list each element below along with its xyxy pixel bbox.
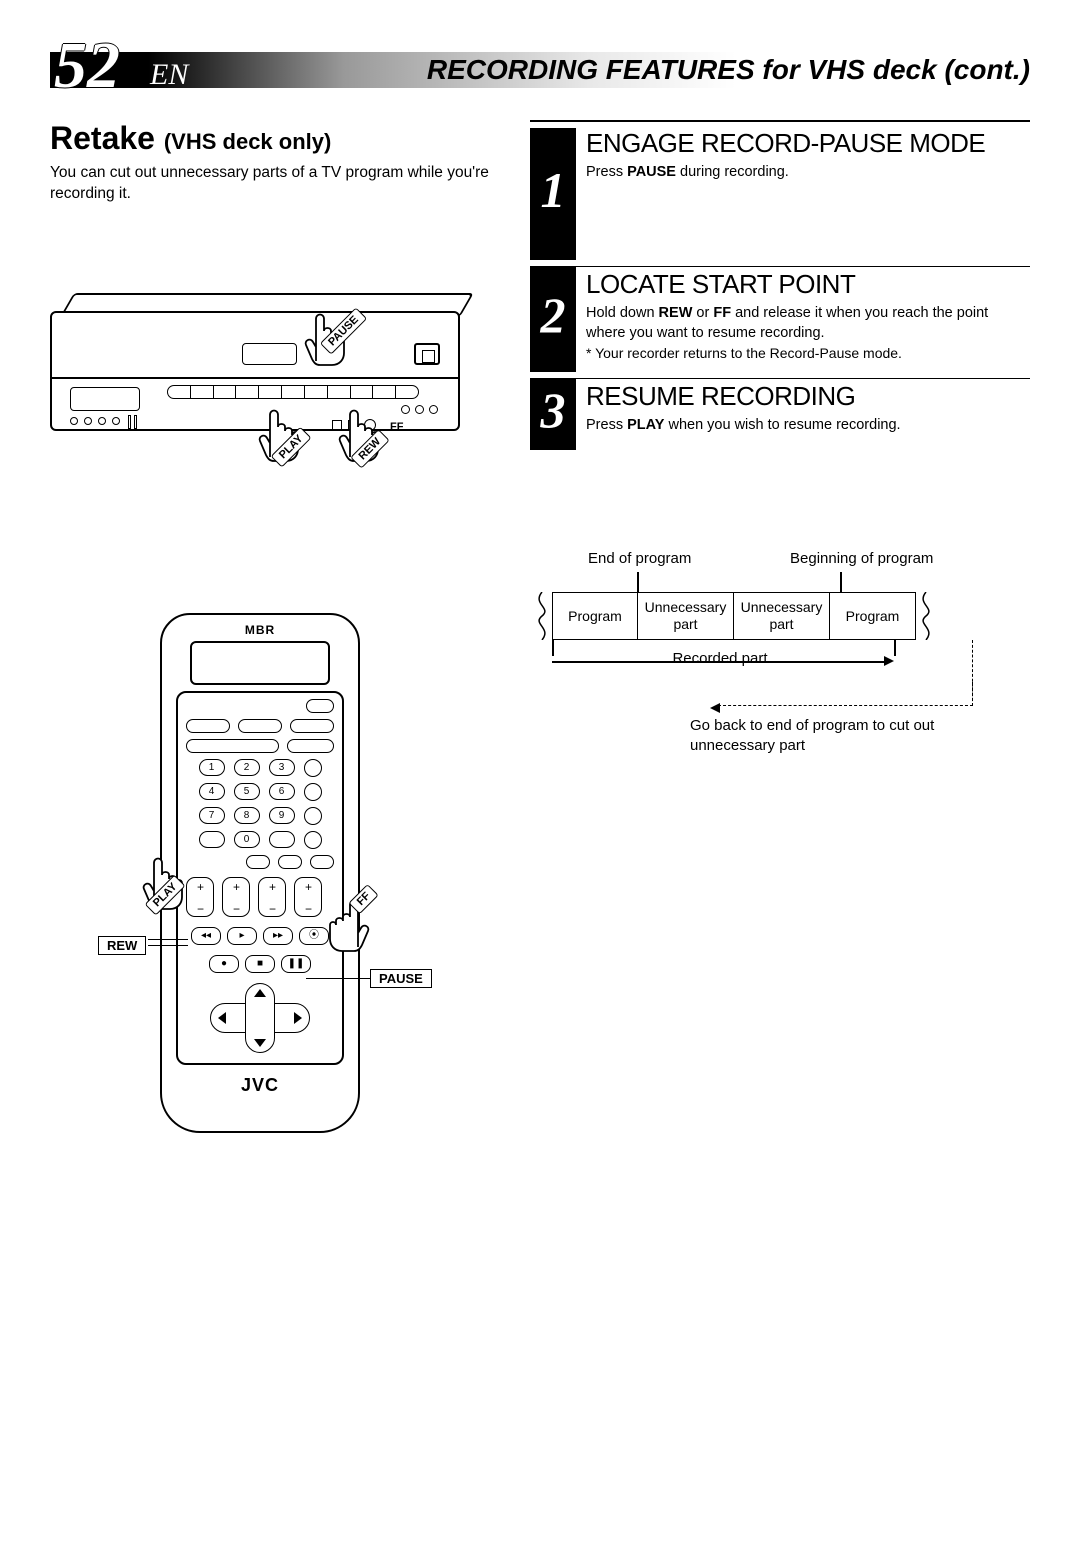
- step-note: * Your recorder returns to the Record-Pa…: [586, 345, 1030, 361]
- timeline-recorded-label: Recorded part: [570, 650, 870, 667]
- vcr-illustration: FF PAUSE PLAY REW: [50, 293, 480, 483]
- page-number: 52: [54, 28, 120, 104]
- step-text: Hold down REW or FF and release it when …: [586, 304, 1030, 343]
- intro-text: You can cut out unnecessary parts of a T…: [50, 163, 502, 205]
- left-column: Retake (VHS deck only) You can cut out u…: [50, 120, 502, 1173]
- step-2: 2 LOCATE START POINT Hold down REW or FF…: [530, 266, 1030, 372]
- remote-jvc-logo: JVC: [162, 1075, 358, 1096]
- timeline-cell: Unnecessary part: [638, 592, 734, 640]
- remote-rew-label: REW: [98, 936, 146, 955]
- timeline-cell: Program: [830, 592, 916, 640]
- remote-play-button: ▸: [227, 927, 257, 945]
- timeline-cell: Unnecessary part: [734, 592, 830, 640]
- timeline-wave-left-icon: [530, 592, 552, 640]
- page-header: 52 EN RECORDING FEATURES for VHS deck (c…: [50, 30, 1030, 102]
- section-title-main: Retake: [50, 120, 155, 156]
- vcr-ff-label: FF: [390, 421, 403, 433]
- step-title: LOCATE START POINT: [586, 269, 1030, 300]
- remote-pause-label: PAUSE: [370, 969, 432, 988]
- header-title: RECORDING FEATURES for VHS deck (cont.): [427, 54, 1030, 86]
- step-text: Press PAUSE during recording.: [586, 163, 1030, 183]
- step-number: 2: [530, 266, 576, 372]
- lang-label: EN: [150, 58, 188, 92]
- remote-pause-button: ❚❚: [281, 955, 311, 973]
- timeline-goback-label: Go back to end of program to cut out unn…: [690, 716, 980, 755]
- timeline-beg-label: Beginning of program: [790, 550, 933, 567]
- remote-illustration: MBR 123 456 789 0 ◂◂ ▸ ▸▸ ⦿: [50, 613, 480, 1173]
- timeline-diagram: End of program Beginning of program Prog…: [530, 550, 1030, 770]
- timeline-end-label: End of program: [588, 550, 691, 567]
- step-text: Press PLAY when you wish to resume recor…: [586, 416, 1030, 436]
- step-title: RESUME RECORDING: [586, 381, 1030, 412]
- step-title: ENGAGE RECORD-PAUSE MODE: [586, 128, 1030, 159]
- step-1: 1 ENGAGE RECORD-PAUSE MODE Press PAUSE d…: [530, 128, 1030, 260]
- remote-ff-button: ▸▸: [263, 927, 293, 945]
- section-title: Retake (VHS deck only): [50, 120, 502, 157]
- step-number: 3: [530, 378, 576, 450]
- right-column: 1 ENGAGE RECORD-PAUSE MODE Press PAUSE d…: [530, 120, 1030, 1173]
- step-3: 3 RESUME RECORDING Press PLAY when you w…: [530, 378, 1030, 450]
- timeline-wave-right-icon: [916, 592, 938, 640]
- remote-rew-button: ◂◂: [191, 927, 221, 945]
- section-title-paren: (VHS deck only): [164, 129, 331, 154]
- remote-brand: MBR: [162, 623, 358, 637]
- step-number: 1: [530, 128, 576, 260]
- remote-lcd: [190, 641, 330, 685]
- timeline-cell: Program: [552, 592, 638, 640]
